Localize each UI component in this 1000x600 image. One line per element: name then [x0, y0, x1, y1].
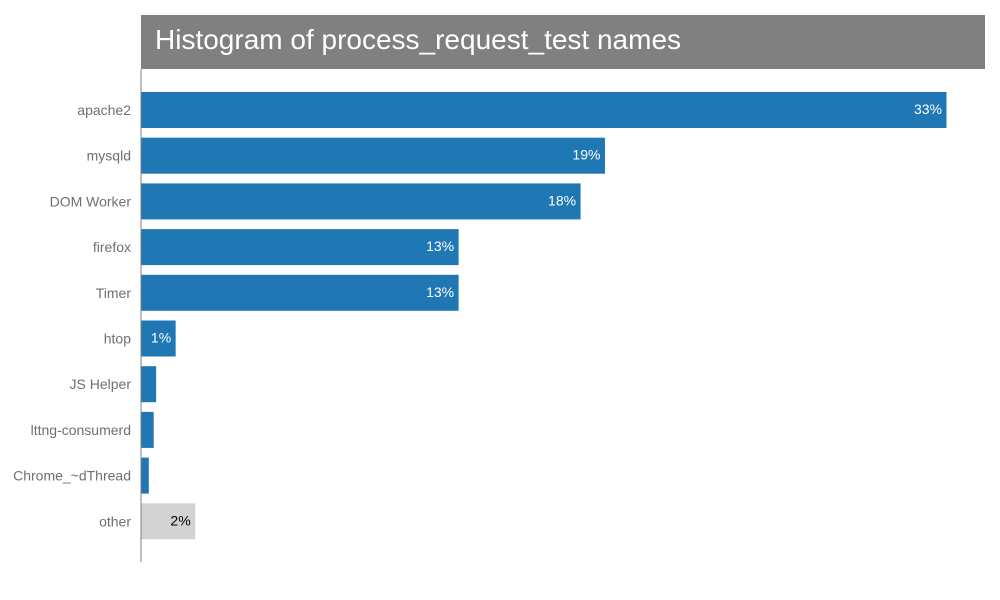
- bar-timer: [141, 274, 459, 311]
- bar-mysqld: [141, 137, 605, 174]
- bar-other: [141, 503, 196, 540]
- category-label: mysqld: [87, 148, 131, 164]
- value-label: 18%: [548, 192, 576, 208]
- bar-chrome-dthread: [141, 457, 149, 494]
- bar-dom-worker: [141, 183, 581, 220]
- chart-title: Histogram of process_request_test names: [155, 24, 682, 55]
- bar-lttng-consumerd: [141, 411, 154, 448]
- category-label: Timer: [96, 285, 132, 301]
- bar-apache2: [141, 92, 947, 128]
- value-label: 19%: [572, 147, 600, 163]
- value-label: 1%: [151, 330, 171, 346]
- category-label: apache2: [77, 102, 131, 118]
- value-label: 2%: [170, 512, 190, 528]
- value-label: 33%: [914, 101, 942, 117]
- category-label: htop: [104, 331, 131, 347]
- bar-js-helper: [141, 366, 157, 403]
- value-label: 13%: [426, 284, 454, 300]
- chart-title-bar: Histogram of process_request_test names: [141, 15, 985, 69]
- category-label: JS Helper: [70, 376, 132, 392]
- bar-htop: [141, 320, 176, 357]
- bar-firefox: [141, 229, 459, 266]
- category-label: Chrome_~dThread: [13, 468, 131, 484]
- category-label: firefox: [93, 239, 131, 255]
- category-label: lttng-consumerd: [31, 422, 131, 438]
- category-label: DOM Worker: [50, 193, 132, 209]
- value-label: 13%: [426, 238, 454, 254]
- category-label: other: [99, 513, 131, 529]
